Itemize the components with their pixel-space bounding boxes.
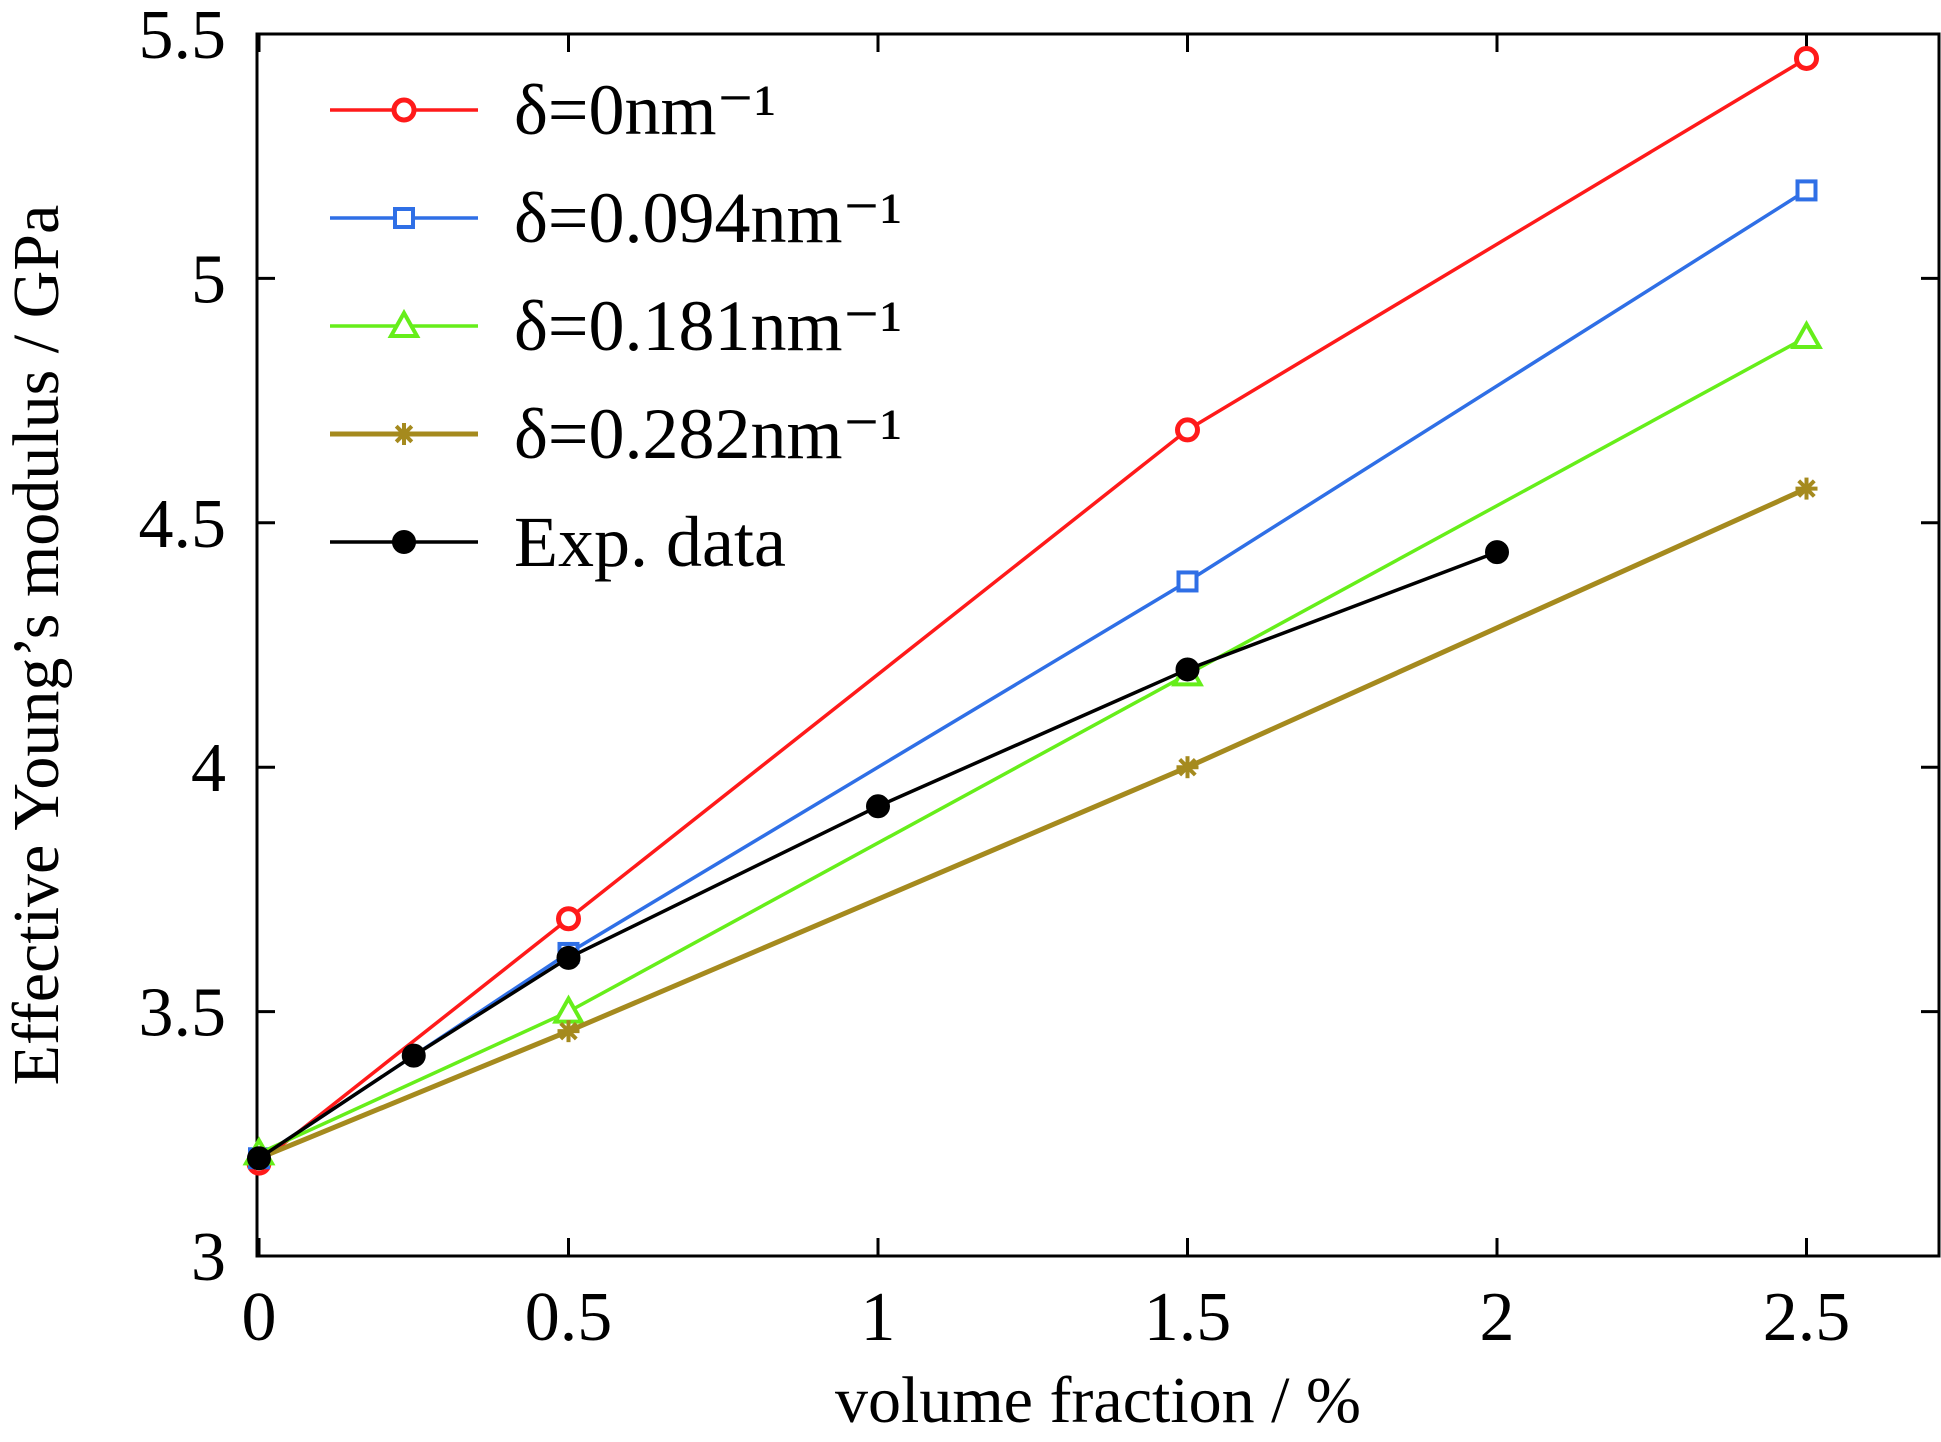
series-2 <box>242 319 1823 1166</box>
y-tick-label: 5 <box>191 241 226 318</box>
series-1 <box>248 179 1818 1170</box>
data-point <box>557 1020 580 1043</box>
x-tick-label: 2.5 <box>1763 1279 1851 1356</box>
y-tick-label: 4 <box>191 730 226 807</box>
ticks: 0 0.5 1 1.5 2 2.5 3 3.5 4 4.5 5 5.5 <box>139 0 1939 1356</box>
legend-label: δ=0.094nm⁻¹ <box>514 178 902 258</box>
data-point <box>552 994 585 1024</box>
series-line <box>258 486 1808 1161</box>
x-tick-label: 0.5 <box>525 1279 613 1356</box>
legend: δ=0nm⁻¹ δ=0.094nm⁻¹ δ=0.181nm⁻¹ δ=0.282nm⁻¹… <box>330 70 902 582</box>
series-line <box>258 188 1808 1160</box>
data-point <box>1790 319 1823 350</box>
data-point <box>1176 570 1199 593</box>
asterisk-stroke <box>1797 479 1816 498</box>
series-layer <box>242 45 1823 1176</box>
series-0 <box>246 45 1819 1176</box>
data-point <box>247 1146 271 1171</box>
data-point <box>556 945 581 970</box>
legend-item: Exp. data <box>330 502 786 582</box>
y-tick-label: 3 <box>191 1219 226 1296</box>
data-point <box>1485 540 1509 565</box>
series-3 <box>248 477 1818 1170</box>
plot-frame <box>255 32 1941 1258</box>
y-tick-label: 3.5 <box>139 975 227 1052</box>
legend-label: δ=0nm⁻¹ <box>514 70 776 150</box>
legend-item: δ=0nm⁻¹ <box>330 70 776 150</box>
data-point <box>556 906 581 932</box>
data-point <box>1176 756 1199 779</box>
legend-label: δ=0.181nm⁻¹ <box>514 286 902 366</box>
series-line <box>258 335 1808 1155</box>
series-line <box>257 56 1808 1165</box>
series-line <box>258 550 1498 1160</box>
legend-swatch-marker <box>393 423 415 445</box>
data-point <box>1175 417 1200 443</box>
x-tick-label: 0 <box>242 1279 277 1356</box>
legend-label: δ=0.282nm⁻¹ <box>514 394 902 474</box>
data-point <box>401 1043 426 1068</box>
x-tick-label: 1.5 <box>1144 1279 1232 1356</box>
y-tick-label: 5.5 <box>139 0 227 74</box>
legend-item: δ=0.181nm⁻¹ <box>330 286 902 366</box>
legend-swatch-marker <box>391 97 417 123</box>
asterisk-stroke <box>394 424 414 444</box>
legend-swatch-marker <box>387 308 421 338</box>
asterisk-stroke <box>559 1021 578 1041</box>
y-tick-label: 4.5 <box>139 486 227 563</box>
x-axis-label: volume fraction / % <box>835 1364 1361 1437</box>
asterisk-stroke <box>1178 758 1197 777</box>
x-tick-label: 2 <box>1480 1279 1515 1356</box>
legend-label: Exp. data <box>514 502 786 582</box>
legend-swatch-marker <box>393 207 415 229</box>
data-point <box>1794 45 1819 71</box>
data-point <box>866 794 890 819</box>
legend-swatch-marker <box>392 530 416 554</box>
y-axis-label: Effective Young’s modulus / GPa <box>0 205 73 1086</box>
data-point <box>1175 657 1200 682</box>
data-point <box>1795 477 1818 500</box>
legend-item: δ=0.094nm⁻¹ <box>330 178 902 258</box>
legend-item: δ=0.282nm⁻¹ <box>330 394 902 474</box>
x-tick-label: 1 <box>861 1279 896 1356</box>
series-4 <box>247 540 1509 1171</box>
data-point <box>1795 179 1818 202</box>
